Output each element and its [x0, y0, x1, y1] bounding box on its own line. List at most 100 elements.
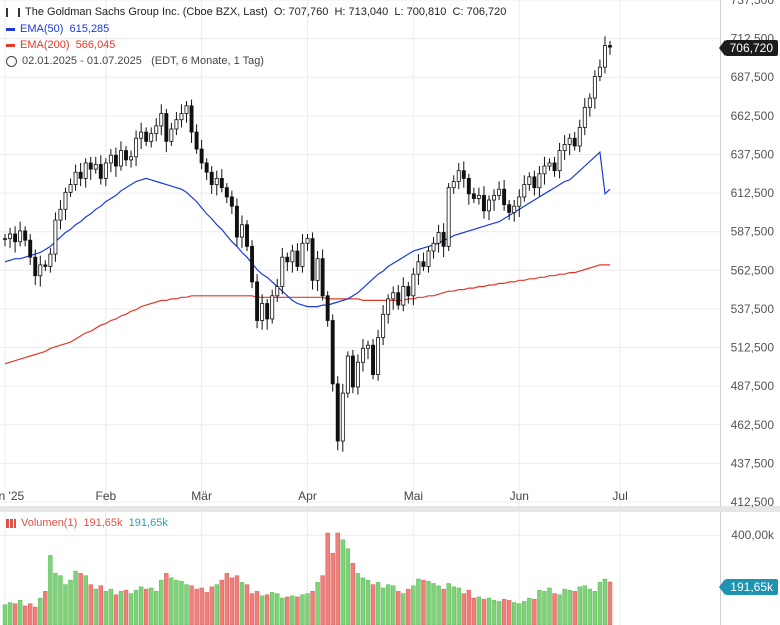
last-price-badge: 706,720 — [718, 40, 778, 56]
candle — [355, 354, 360, 395]
candle-body — [436, 232, 441, 244]
candle-body — [219, 178, 224, 189]
candle-body — [149, 133, 154, 142]
candle-body — [492, 194, 497, 201]
volume-bar — [12, 603, 18, 625]
volume-bar — [501, 598, 507, 625]
volume-bar — [411, 585, 416, 625]
candle — [68, 178, 73, 197]
candle-body — [350, 355, 355, 388]
candle-body — [63, 191, 68, 210]
volume-bar — [350, 563, 356, 625]
candle-body — [355, 361, 360, 388]
candle-body — [426, 250, 431, 267]
candle — [436, 224, 441, 253]
candle — [108, 149, 113, 173]
candle — [310, 232, 315, 290]
volume-bar — [93, 588, 98, 625]
volume-bar — [280, 597, 285, 625]
x-tick-label: Mär — [191, 489, 212, 503]
candle-body — [265, 303, 270, 320]
y-tick-label: 587,500 — [731, 225, 775, 239]
candle-body — [481, 194, 486, 212]
candle — [426, 246, 431, 273]
volume-bar — [406, 588, 411, 625]
candle-body — [113, 154, 118, 167]
candle-body — [214, 178, 219, 185]
volume-bar — [103, 591, 109, 625]
volume-bar — [189, 585, 194, 625]
candle — [270, 289, 275, 324]
candle — [335, 376, 340, 451]
candle — [487, 195, 491, 221]
legend-ema50[interactable]: EMA(50) 615,285 — [6, 23, 109, 35]
volume-bar — [522, 601, 527, 625]
candle — [103, 158, 108, 187]
candle-body — [93, 164, 98, 170]
volume-bar — [224, 573, 230, 625]
volume-bar — [138, 586, 144, 625]
candle — [199, 139, 204, 170]
candle-body — [461, 170, 466, 179]
candle — [28, 234, 33, 265]
candle — [325, 291, 330, 327]
candle-body — [43, 264, 48, 267]
candle — [562, 135, 567, 160]
candle-body — [431, 242, 436, 252]
candle-body — [275, 286, 280, 297]
candle — [411, 267, 416, 306]
candle — [255, 274, 260, 329]
volume-bar — [416, 578, 421, 625]
candle — [386, 294, 391, 324]
candle-body — [124, 150, 128, 161]
candle-body — [366, 344, 370, 349]
candle — [527, 172, 532, 191]
candle-body — [476, 194, 481, 199]
volume-bar — [259, 595, 265, 625]
volume-bar — [148, 587, 154, 625]
candle — [517, 189, 522, 218]
candle-body — [38, 264, 43, 277]
candle — [471, 187, 476, 204]
candle — [512, 200, 517, 222]
y-tick-label: 612,500 — [731, 186, 775, 200]
candle — [285, 252, 290, 272]
volume-bar — [209, 586, 214, 625]
volume-bar — [315, 582, 320, 625]
ema50-swatch — [6, 27, 15, 31]
candle — [13, 226, 18, 253]
candle-body — [58, 208, 63, 221]
candle-body — [335, 383, 340, 442]
candle-body — [320, 258, 325, 297]
candle-body — [386, 298, 391, 315]
candle-body — [98, 164, 103, 179]
candle — [552, 156, 557, 177]
volume-bar — [264, 594, 270, 625]
volume-bar — [511, 602, 517, 625]
legend-volume[interactable]: Volumen(1) 191,65k 191,65k — [6, 517, 168, 529]
volume-bar — [164, 573, 169, 625]
volume-bar — [491, 600, 497, 625]
volume-bar — [365, 579, 371, 625]
x-tick-label: Jan '25 — [0, 489, 24, 503]
candle-body — [250, 245, 255, 283]
candle — [456, 162, 461, 190]
pane-divider — [0, 506, 780, 512]
volume-bar — [43, 591, 48, 625]
candle — [416, 254, 421, 285]
candle-body — [18, 230, 23, 243]
volume-bar — [229, 577, 235, 625]
candle-body — [340, 392, 345, 442]
legend-ema200[interactable]: EMA(200) 566,045 — [6, 39, 115, 51]
candle — [260, 294, 265, 330]
open-value: 707,760 — [288, 6, 329, 18]
candle — [275, 278, 280, 302]
volume-bar — [98, 585, 104, 625]
candle-body — [103, 162, 108, 179]
y-tick-label: 487,500 — [731, 379, 775, 393]
candle-body — [108, 154, 113, 164]
y-tick-label: 687,500 — [731, 70, 775, 84]
candle-body — [234, 205, 239, 238]
volume-bar — [143, 588, 149, 625]
